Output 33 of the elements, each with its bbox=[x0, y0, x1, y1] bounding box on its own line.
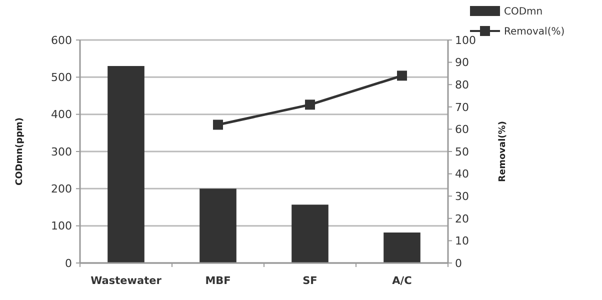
legend-label: CODmn bbox=[504, 6, 543, 18]
x-tick-label: MBF bbox=[205, 275, 231, 287]
y2-tick-label: 20 bbox=[455, 212, 469, 226]
y-tick-label: 100 bbox=[51, 220, 72, 233]
y-axis-title: CODmn(ppm) bbox=[15, 117, 25, 186]
point bbox=[305, 100, 315, 110]
y2-tick-label: 40 bbox=[455, 168, 469, 181]
x-tick-label: SF bbox=[302, 275, 318, 287]
point bbox=[397, 70, 407, 81]
legend-label: Removal(%) bbox=[504, 26, 565, 38]
y-tick-label: 600 bbox=[51, 34, 72, 47]
bar bbox=[200, 188, 236, 263]
y2-tick-label: 100 bbox=[455, 34, 476, 47]
bar bbox=[108, 66, 144, 263]
x-tick-label: A/C bbox=[392, 275, 412, 287]
y2-tick-label: 50 bbox=[455, 145, 469, 158]
x-tick-label: Wastewater bbox=[90, 275, 162, 287]
y-tick-label: 500 bbox=[51, 71, 72, 84]
y-tick-label: 400 bbox=[51, 108, 72, 122]
y2-tick-label: 80 bbox=[455, 78, 469, 92]
y2-tick-label: 60 bbox=[455, 123, 469, 136]
y-tick-label: 300 bbox=[51, 145, 72, 158]
bar bbox=[384, 232, 420, 263]
y2-tick-label: 10 bbox=[455, 234, 469, 248]
y-tick-label: 200 bbox=[51, 182, 72, 196]
y2-tick-label: 0 bbox=[455, 256, 462, 270]
y2-tick-label: 70 bbox=[455, 100, 469, 114]
bar bbox=[292, 204, 328, 263]
y2-axis-title: Removal(%) bbox=[498, 121, 508, 182]
y-tick-label: 0 bbox=[65, 256, 72, 270]
point bbox=[213, 120, 223, 130]
y2-tick-label: 30 bbox=[455, 190, 469, 203]
y2-tick-label: 90 bbox=[455, 56, 469, 70]
